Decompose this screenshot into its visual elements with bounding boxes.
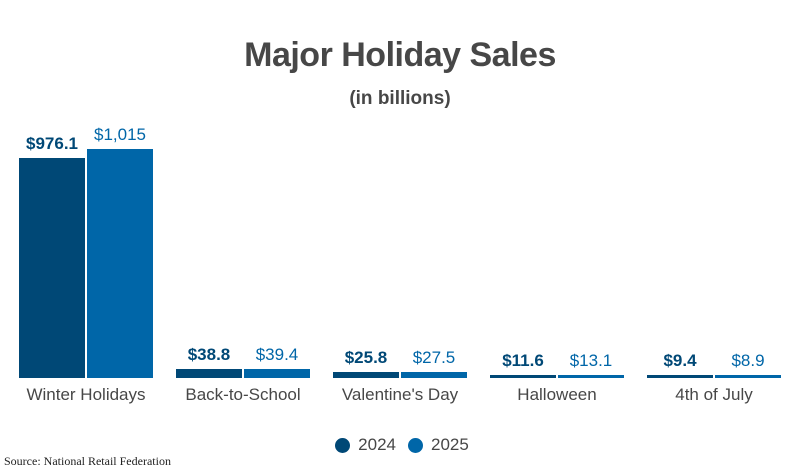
- bar-group-4th-of-july: $9.4 $8.9: [647, 0, 781, 378]
- legend-dot-icon: [408, 437, 423, 453]
- bar-2025[interactable]: [87, 149, 153, 378]
- legend-item-2024[interactable]: 2024: [335, 435, 396, 455]
- data-label: $13.1: [569, 351, 613, 370]
- bar-group-halloween: $11.6 $13.1: [490, 0, 624, 378]
- bar-2024[interactable]: [647, 375, 713, 378]
- category-label: Halloween: [517, 385, 597, 404]
- data-label: $27.5: [412, 347, 456, 367]
- legend-item-2025[interactable]: 2025: [408, 435, 469, 455]
- data-label: $11.6: [502, 351, 544, 370]
- legend-label: 2025: [431, 435, 469, 454]
- bar-group-back-to-school: $38.8 $39.4: [176, 0, 310, 378]
- legend: 2024 2025: [0, 435, 800, 455]
- category-label: Winter Holidays: [26, 385, 146, 404]
- source-note: Source: National Retail Federation: [4, 454, 171, 468]
- data-label: $39.4: [255, 345, 299, 365]
- chart-title: Major Holiday Sales: [244, 36, 556, 74]
- data-label: $8.9: [731, 351, 765, 370]
- bar-2025[interactable]: [558, 375, 624, 378]
- bar-group-valentine-s-day: $25.8 $27.5: [333, 0, 467, 378]
- data-label: $25.8: [344, 348, 388, 367]
- bar-2025[interactable]: [715, 375, 781, 378]
- data-label: $9.4: [663, 351, 697, 370]
- data-label: $976.1: [26, 133, 78, 153]
- category-label: Valentine's Day: [341, 385, 459, 404]
- legend-label: 2024: [358, 435, 396, 454]
- bar-2024[interactable]: [176, 369, 242, 378]
- data-label: $38.8: [187, 345, 231, 365]
- bar-2025[interactable]: [401, 371, 467, 378]
- data-label: $1,015: [94, 125, 146, 144]
- category-label: Back-to-School: [185, 385, 301, 404]
- category-label: 4th of July: [675, 385, 753, 404]
- bar-2024[interactable]: [490, 375, 556, 378]
- bar-group-winter-holidays: $976.1 $1,015: [19, 0, 153, 378]
- bar-2024[interactable]: [333, 372, 399, 378]
- bar-2025[interactable]: [244, 369, 310, 378]
- bar-2024[interactable]: [19, 157, 85, 378]
- chart-subtitle: (in billions): [349, 88, 451, 109]
- legend-dot-icon: [335, 437, 351, 453]
